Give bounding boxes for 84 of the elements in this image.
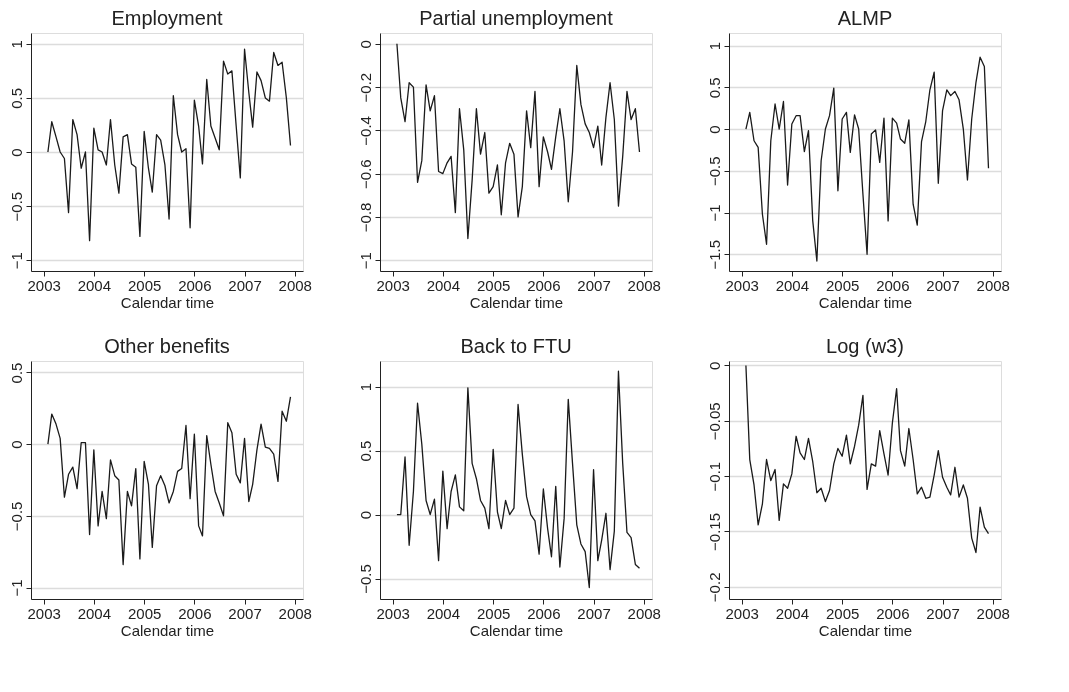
line-series <box>745 56 990 262</box>
x-tick-label: 2004 <box>77 604 112 622</box>
x-tick-label: 2006 <box>178 604 212 622</box>
x-tick-label: 2008 <box>278 276 312 294</box>
y-tick-label: 0 <box>705 361 723 371</box>
x-tick-label: 2007 <box>577 276 611 294</box>
y-tick-label: −0.5 <box>705 156 723 187</box>
line-series <box>396 43 641 240</box>
x-tick-label: 2008 <box>627 604 661 622</box>
x-tick-label: 2008 <box>627 276 661 294</box>
x-tick-label: 2008 <box>976 276 1010 294</box>
y-tick-label: −1 <box>7 252 25 270</box>
y-tick-label: −1 <box>356 252 374 270</box>
chart-title: Log (w3) <box>826 335 904 357</box>
chart-title: Partial unemployment <box>419 7 614 29</box>
y-tick-label: −0.5 <box>7 191 25 222</box>
x-tick-label: 2003 <box>725 276 759 294</box>
y-tick-label: 0.5 <box>7 362 25 384</box>
x-tick-label: 2004 <box>775 276 810 294</box>
line-series <box>47 396 292 566</box>
y-tick-label: −0.15 <box>705 512 723 551</box>
y-tick-label: 0.5 <box>7 87 25 109</box>
chart-title: Back to FTU <box>460 335 572 357</box>
x-tick-label: 2004 <box>426 276 461 294</box>
y-tick-label: −1 <box>705 204 723 222</box>
x-tick-label: 2003 <box>376 276 410 294</box>
y-tick-label: 0 <box>356 510 374 520</box>
x-tick-label: 2007 <box>926 276 960 294</box>
x-tick-label: 2007 <box>228 276 262 294</box>
y-tick-label: 0 <box>356 40 374 49</box>
line-series <box>396 370 641 589</box>
x-tick-label: 2005 <box>476 604 511 622</box>
x-axis-title: Calendar time <box>120 293 215 311</box>
x-tick-label: 2005 <box>825 604 860 622</box>
y-tick-label: 0.5 <box>705 77 723 99</box>
y-tick-label: −0.2 <box>705 572 723 603</box>
x-tick-label: 2008 <box>976 604 1010 622</box>
y-tick-label: −0.5 <box>356 564 374 594</box>
y-tick-label: −0.4 <box>356 116 374 146</box>
x-tick-label: 2003 <box>725 604 759 622</box>
x-tick-label: 2007 <box>577 604 611 622</box>
x-axis-title: Calendar time <box>818 621 913 639</box>
x-tick-label: 2007 <box>926 604 960 622</box>
y-tick-label: −0.1 <box>705 461 723 492</box>
x-tick-label: 2003 <box>376 604 410 622</box>
x-tick-label: 2006 <box>527 604 561 622</box>
x-axis-title: Calendar time <box>818 293 913 311</box>
y-tick-label: 0.5 <box>356 440 374 462</box>
x-tick-label: 2006 <box>527 276 561 294</box>
chart-title: ALMP <box>837 7 893 29</box>
y-tick-label: 0 <box>705 125 723 134</box>
y-tick-label: −1.5 <box>705 239 723 270</box>
x-axis-title: Calendar time <box>120 621 215 639</box>
x-tick-label: 2004 <box>77 276 112 294</box>
y-tick-label: 1 <box>705 41 723 51</box>
x-tick-label: 2004 <box>426 604 461 622</box>
chart-title: Other benefits <box>104 335 230 357</box>
y-tick-label: 0 <box>7 148 25 157</box>
x-tick-label: 2008 <box>278 604 312 622</box>
y-tick-label: 0 <box>7 440 25 449</box>
x-tick-label: 2003 <box>27 276 61 294</box>
x-tick-label: 2006 <box>178 276 212 294</box>
y-tick-label: −0.6 <box>356 159 374 189</box>
x-axis-title: Calendar time <box>469 293 564 311</box>
x-tick-label: 2005 <box>127 276 162 294</box>
chart-title: Employment <box>111 7 224 29</box>
y-tick-label: −0.2 <box>356 72 374 103</box>
x-axis-title: Calendar time <box>469 621 564 639</box>
y-tick-label: −0.8 <box>356 202 374 233</box>
x-tick-label: 2007 <box>228 604 262 622</box>
line-series <box>745 364 990 554</box>
line-series <box>47 48 292 242</box>
y-tick-label: 1 <box>356 382 374 392</box>
y-tick-label: −1 <box>7 579 25 597</box>
x-tick-label: 2006 <box>876 276 910 294</box>
y-tick-label: −0.5 <box>7 501 25 532</box>
x-tick-label: 2006 <box>876 604 910 622</box>
x-tick-label: 2005 <box>825 276 860 294</box>
x-tick-label: 2005 <box>476 276 511 294</box>
x-tick-label: 2004 <box>775 604 810 622</box>
y-tick-label: −0.05 <box>705 402 723 441</box>
y-tick-label: 1 <box>7 40 25 49</box>
x-tick-label: 2003 <box>27 604 61 622</box>
x-tick-label: 2005 <box>127 604 162 622</box>
